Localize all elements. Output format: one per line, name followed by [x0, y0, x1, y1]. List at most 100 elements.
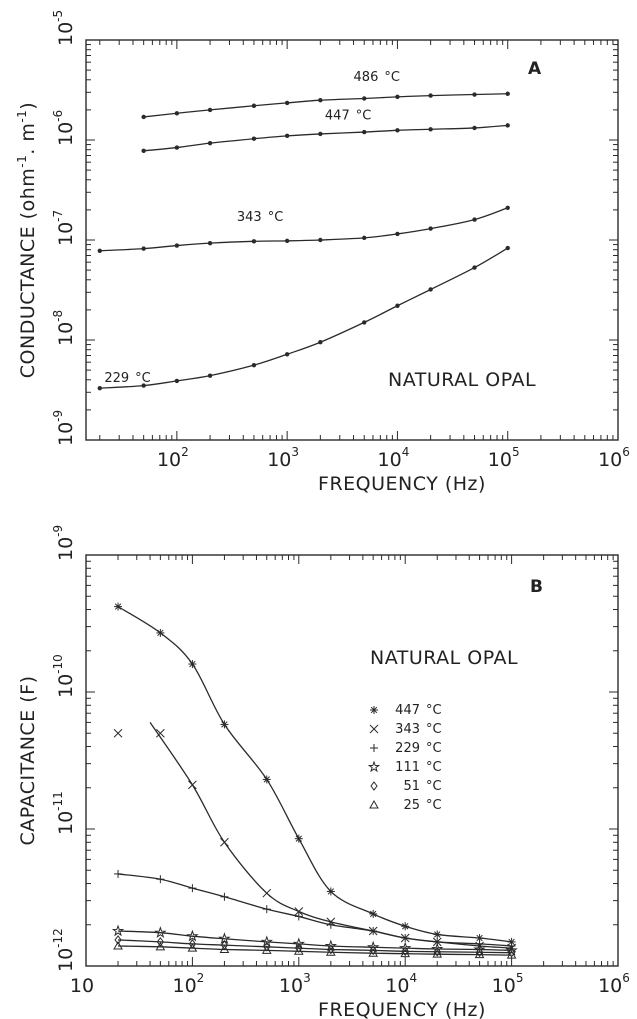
legend-label: 51 — [403, 779, 420, 794]
series-229 — [114, 869, 516, 950]
data-point-diamond — [370, 781, 378, 791]
x-tick-label: 102 — [157, 445, 189, 471]
legend-label-num: 229 — [395, 741, 420, 756]
series-229: 229 °C — [97, 245, 510, 391]
data-point-diamond — [401, 946, 409, 957]
series-486: 486 °C — [141, 70, 510, 120]
plot-frame — [85, 554, 619, 967]
series-line — [118, 939, 512, 954]
legend-label-num: 343 — [395, 722, 420, 737]
x-tick-label: 104 — [378, 445, 410, 471]
data-point — [207, 107, 213, 113]
series-label: 486 °C — [354, 70, 400, 85]
x-tick-exp: 6 — [622, 971, 630, 985]
x-tick-base: 10 — [385, 975, 409, 997]
y-axis-title: CONDUCTANCE (ohm-1. m-1) — [15, 102, 39, 378]
y-tick-exp: -8 — [51, 310, 65, 322]
data-point — [505, 205, 510, 210]
data-point — [251, 103, 257, 108]
legend-unit: °C — [426, 703, 442, 718]
y-tick-label: 10-6 — [51, 110, 77, 146]
data-point-asterisk — [402, 923, 409, 930]
data-point-triangle — [400, 948, 411, 958]
data-point — [505, 91, 510, 96]
y-tick-label: 10-12 — [51, 928, 77, 972]
data-point-asterisk — [189, 660, 196, 668]
data-point-diamond — [156, 937, 164, 947]
data-point-asterisk — [508, 938, 515, 946]
series-line — [99, 247, 509, 389]
data-point — [97, 248, 102, 253]
data-point-triangle — [219, 944, 230, 953]
y-tick-label: 10-8 — [51, 310, 77, 346]
x-tick-exp: 2 — [197, 971, 205, 985]
data-point — [362, 235, 367, 241]
data-point — [318, 237, 323, 243]
y-tick-label: 10-11 — [51, 791, 77, 835]
x-tick-exp: 5 — [516, 971, 524, 985]
data-point — [472, 217, 477, 222]
y-tick-label: 10-7 — [51, 210, 77, 246]
legend-unit: °C — [426, 741, 442, 756]
series-25 — [113, 940, 517, 959]
y-tick-label: 10-10 — [51, 654, 77, 698]
data-point — [174, 145, 180, 150]
data-point — [395, 231, 400, 237]
series-label-unit: °C — [384, 70, 400, 85]
series-label: 447 °C — [325, 109, 371, 124]
x-tick-base: 10 — [267, 449, 291, 471]
x-tick-base: 10 — [598, 449, 622, 471]
series-label-num: 229 — [104, 371, 129, 386]
data-point-star — [292, 937, 306, 950]
data-point — [428, 226, 433, 231]
panel-letter: B — [530, 577, 543, 597]
data-point — [395, 94, 400, 100]
x-tick-label: 106 — [598, 445, 630, 471]
y-axis-title-text: CAPACITANCE (F) — [17, 676, 39, 846]
x-tick-exp: 3 — [291, 445, 299, 459]
plot-frame — [85, 39, 619, 441]
x-tick-label: 105 — [492, 971, 524, 997]
data-point — [362, 96, 367, 101]
legend-unit: °C — [426, 760, 442, 775]
legend-label: 229 — [395, 741, 420, 756]
x-tick-label: 103 — [279, 971, 311, 997]
data-point-diamond — [507, 947, 516, 958]
data-point — [141, 246, 146, 251]
y-tick-base: 10 — [55, 948, 77, 972]
data-point-asterisk — [263, 776, 270, 783]
series-51 — [114, 935, 516, 958]
panel-a: 102 103 104 105 10610-910-810-710-610-5FREQU… — [15, 10, 630, 495]
x-tick-exp: 2 — [181, 445, 189, 459]
data-point — [174, 243, 180, 248]
legend-label-unit: °C — [426, 741, 442, 756]
legend-label-unit: °C — [426, 703, 442, 718]
x-tick-label: 105 — [488, 445, 520, 471]
series-343 — [113, 722, 516, 953]
y-axis-title-sup: -1 — [15, 110, 29, 123]
data-point — [472, 125, 477, 131]
y-tick-exp: -6 — [51, 110, 65, 122]
data-point — [318, 340, 323, 345]
data-point — [174, 378, 180, 384]
x-tick-exp: 3 — [303, 971, 311, 985]
series-line — [143, 124, 508, 152]
series-label-num: 447 — [325, 109, 350, 124]
data-point-star — [186, 929, 199, 942]
x-axis-title: FREQUENCY (Hz) — [318, 473, 486, 495]
data-point — [362, 129, 367, 135]
data-point — [251, 136, 257, 141]
data-point-cross — [262, 888, 272, 898]
legend-unit: °C — [426, 798, 442, 813]
panel-b: 10 102 103 104 105 10610-1210-1110-1010-9FREQ… — [17, 525, 630, 1019]
x-axis-title-text: FREQUENCY (Hz) — [318, 473, 486, 495]
x-tick-exp: 6 — [622, 445, 630, 459]
data-point — [362, 320, 367, 325]
y-tick-exp: -9 — [51, 525, 65, 537]
data-point — [284, 100, 290, 106]
series-label-num: 486 — [354, 70, 379, 85]
series-447 — [114, 602, 516, 946]
data-point-triangle — [187, 943, 198, 952]
data-point-cross — [369, 724, 379, 734]
